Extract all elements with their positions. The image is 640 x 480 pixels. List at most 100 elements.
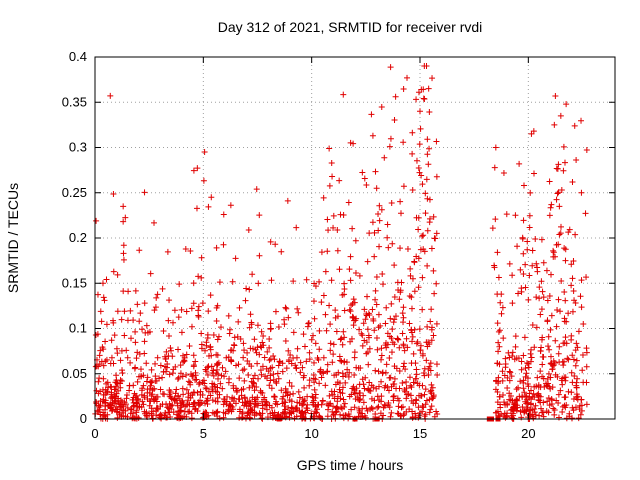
data-point [572, 404, 579, 411]
data-point [361, 385, 368, 392]
data-point [119, 398, 126, 405]
data-point [358, 330, 365, 337]
data-point [546, 178, 553, 185]
data-point [157, 403, 164, 410]
data-point [214, 302, 221, 309]
data-point [359, 413, 366, 420]
data-point [366, 345, 373, 352]
data-point [132, 287, 139, 294]
y-axis-label: SRMTID / TECUs [5, 183, 21, 293]
data-point [374, 404, 381, 411]
data-point [497, 401, 504, 408]
data-point [341, 334, 348, 341]
data-point [144, 374, 151, 381]
data-point [187, 379, 194, 386]
data-point [372, 296, 379, 303]
data-point [353, 315, 360, 322]
data-point [573, 382, 580, 389]
data-point [297, 359, 304, 366]
data-point [545, 394, 552, 401]
data-point [366, 387, 373, 394]
data-point [571, 122, 578, 129]
data-point [413, 371, 420, 378]
data-point [408, 294, 415, 301]
data-point [553, 323, 560, 330]
data-point [520, 271, 527, 278]
data-point [384, 234, 391, 241]
data-point [407, 272, 414, 279]
data-point [378, 345, 385, 352]
data-point [100, 346, 107, 353]
data-point [180, 359, 187, 366]
data-point [242, 399, 249, 406]
data-point [96, 375, 103, 382]
data-point [515, 384, 522, 391]
data-point [299, 409, 306, 416]
data-point [117, 357, 124, 364]
data-point [326, 182, 333, 189]
data-point [217, 324, 224, 331]
data-point [246, 286, 253, 293]
data-point [375, 210, 382, 217]
data-point [520, 379, 527, 386]
data-point [520, 217, 527, 224]
data-point [556, 343, 563, 350]
data-point [190, 352, 197, 359]
data-point [92, 363, 99, 370]
data-point [504, 410, 511, 417]
data-point [409, 150, 416, 157]
data-point [192, 358, 199, 365]
data-point [209, 409, 216, 416]
data-point [134, 349, 141, 356]
y-tick-label: 0.1 [69, 321, 87, 336]
data-point [215, 333, 222, 340]
data-point [376, 397, 383, 404]
data-point [403, 335, 410, 342]
data-point [327, 347, 334, 354]
data-point [278, 248, 285, 255]
data-point [323, 327, 330, 334]
data-point [408, 305, 415, 312]
data-point [135, 414, 142, 421]
y-tick-label: 0.2 [69, 230, 87, 245]
data-point [324, 216, 331, 223]
data-point [517, 266, 524, 273]
data-point [108, 354, 115, 361]
data-point [421, 372, 428, 379]
data-point [553, 241, 560, 248]
data-point [303, 276, 310, 283]
data-point [336, 266, 343, 273]
data-point [167, 389, 174, 396]
data-point [394, 395, 401, 402]
data-point [173, 397, 180, 404]
data-point [176, 408, 183, 415]
data-point [128, 335, 135, 342]
data-point [188, 323, 195, 330]
data-point [341, 400, 348, 407]
data-point [165, 332, 172, 339]
data-point [282, 385, 289, 392]
data-point [342, 379, 349, 386]
data-point [118, 347, 125, 354]
data-point [131, 365, 138, 372]
data-point [304, 401, 311, 408]
data-point [258, 371, 265, 378]
data-point [330, 351, 337, 358]
data-point [249, 409, 256, 416]
data-point [533, 324, 540, 331]
data-point [94, 291, 101, 298]
data-point [93, 217, 100, 224]
data-point [409, 129, 416, 136]
data-point [326, 392, 333, 399]
data-point [512, 333, 519, 340]
data-point [400, 342, 407, 349]
data-point [561, 159, 568, 166]
data-point [296, 394, 303, 401]
data-point [96, 352, 103, 359]
data-point [124, 404, 131, 411]
data-point [386, 404, 393, 411]
data-point [285, 314, 292, 321]
data-point [143, 378, 150, 385]
data-point [185, 408, 192, 415]
data-point [569, 308, 576, 315]
